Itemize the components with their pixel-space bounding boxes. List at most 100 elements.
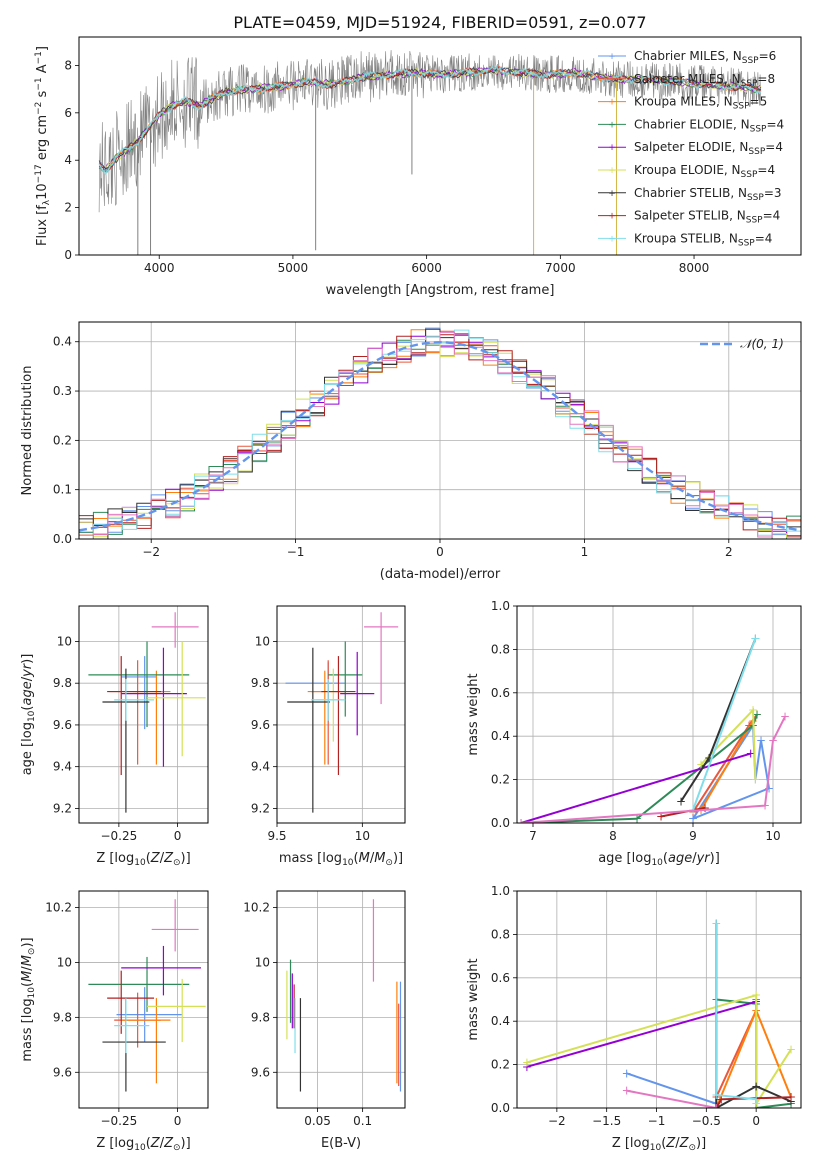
mass-vs-ebv-xlabel: E(B-V) bbox=[321, 1136, 361, 1151]
y-tick-label: 9.6 bbox=[251, 1065, 270, 1079]
mass-weight-marker: + bbox=[751, 988, 761, 1002]
legend-entry: Salpeter MILES, NSSP=8 bbox=[634, 72, 775, 89]
y-tick-label: 9.6 bbox=[53, 718, 72, 732]
mass-weight-marker: + bbox=[711, 1101, 721, 1115]
mass-weight-line bbox=[692, 638, 757, 811]
mass-weight-marker: + bbox=[751, 1079, 761, 1093]
data-point bbox=[147, 978, 206, 1043]
massweight-vs-Z-frame bbox=[516, 890, 802, 1109]
spectrum-frame bbox=[78, 36, 802, 256]
mass-vs-ebv-points bbox=[286, 899, 402, 1092]
data-point bbox=[364, 612, 399, 705]
mass-weight-marker: + bbox=[768, 734, 778, 748]
data-point bbox=[151, 612, 199, 648]
mass-weight-marker: + bbox=[696, 757, 706, 771]
y-tick-label: 10 bbox=[255, 634, 270, 648]
legend-marker: + bbox=[608, 166, 616, 176]
legend-entry: Salpeter STELIB, NSSP=4 bbox=[634, 209, 780, 226]
y-tick-label: 0 bbox=[64, 248, 72, 262]
x-tick-label: 1 bbox=[581, 545, 589, 559]
x-tick-label: 0 bbox=[174, 1114, 182, 1128]
mass-weight-marker: + bbox=[516, 816, 526, 830]
y-tick-label: 0.8 bbox=[491, 642, 510, 656]
mass-weight-line bbox=[520, 714, 758, 823]
mass-vs-Z-axes: −0.25 0 9.6 9.8 10 10.2 bbox=[45, 891, 208, 1128]
mass-weight-marker: + bbox=[700, 801, 710, 815]
massweight-vs-age-xlabel: age [log10(age/yr)] bbox=[598, 851, 720, 868]
mass-weight-marker: + bbox=[688, 812, 698, 826]
mass-vs-Z-frame bbox=[78, 890, 209, 1109]
x-tick-label: 7 bbox=[529, 829, 537, 843]
x-tick-label: −0.25 bbox=[100, 1114, 137, 1128]
mass-weight-marker: + bbox=[656, 809, 666, 823]
y-tick-label: 9.8 bbox=[53, 1010, 72, 1024]
y-tick-label: 0.4 bbox=[491, 1014, 510, 1028]
residuals-ylabel: Normed distribution bbox=[20, 366, 35, 496]
mass-vs-ebv-frame bbox=[276, 890, 406, 1109]
histogram-series bbox=[79, 331, 801, 539]
legend-entry: Kroupa STELIB, NSSP=4 bbox=[634, 231, 772, 248]
massweight-vs-age-frame bbox=[516, 605, 802, 824]
mass-vs-Z-ylabel: mass [log10(M/M⊙)] bbox=[20, 937, 37, 1061]
x-tick-label: 0.05 bbox=[304, 1114, 331, 1128]
spectrum-model-line bbox=[99, 65, 762, 172]
legend-entry: Kroupa MILES, NSSP=5 bbox=[634, 95, 767, 112]
y-tick-label: 0.0 bbox=[491, 1101, 510, 1115]
mass-weight-marker: + bbox=[716, 1092, 726, 1106]
legend-marker: + bbox=[608, 120, 616, 130]
mass-vs-ebv-axes: 0.05 0.1 9.6 9.8 10 10.2 bbox=[243, 891, 405, 1128]
x-tick-label: 4000 bbox=[144, 261, 175, 275]
spectrum-model-line bbox=[98, 66, 762, 168]
y-tick-label: 0.0 bbox=[53, 532, 72, 546]
age-vs-Z-xlabel: Z [log10(Z/Z⊙)] bbox=[96, 851, 190, 868]
data-point bbox=[114, 679, 155, 721]
mass-weight-marker: + bbox=[751, 1097, 761, 1111]
x-tick-label: 0 bbox=[174, 829, 182, 843]
x-tick-label: 5000 bbox=[278, 261, 309, 275]
data-point bbox=[287, 647, 330, 813]
data-point bbox=[116, 987, 183, 1043]
legend-entry: 𝒩(0, 1) bbox=[740, 337, 784, 351]
mass-weight-marker: + bbox=[688, 805, 698, 819]
y-tick-label: 10 bbox=[57, 955, 72, 969]
mass-weight-line bbox=[700, 720, 754, 811]
mass-vs-Z-xlabel: Z [log10(Z/Z⊙)] bbox=[96, 1136, 190, 1153]
massweight-vs-Z-ylabel: mass weight bbox=[466, 958, 481, 1040]
mass-weight-marker: + bbox=[751, 1092, 761, 1106]
data-point bbox=[121, 998, 171, 1084]
y-tick-label: 6 bbox=[64, 106, 72, 120]
legend-marker: + bbox=[608, 212, 616, 222]
data-point bbox=[121, 656, 157, 730]
mass-weight-marker: + bbox=[632, 812, 642, 826]
y-tick-label: 9.8 bbox=[251, 1010, 270, 1024]
age-vs-Z-ylabel: age [log10(age/yr)] bbox=[20, 654, 37, 776]
normal-curve bbox=[79, 340, 801, 532]
x-tick-label: 8000 bbox=[679, 261, 710, 275]
x-tick-label: 0.1 bbox=[353, 1114, 372, 1128]
x-tick-label: −1.5 bbox=[592, 1114, 621, 1128]
age-vs-mass-frame bbox=[276, 605, 406, 824]
data-point bbox=[311, 679, 346, 721]
y-tick-label: 9.8 bbox=[53, 676, 72, 690]
x-tick-label: −1 bbox=[648, 1114, 666, 1128]
legend-entry: Kroupa ELODIE, NSSP=4 bbox=[634, 163, 775, 180]
age-vs-Z-axes: −0.25 0 9.2 9.4 9.6 9.8 10 bbox=[53, 606, 208, 843]
mass-weight-marker: + bbox=[750, 773, 760, 787]
age-vs-mass-xlabel: mass [log10(M/M⊙)] bbox=[279, 851, 403, 868]
y-tick-label: 10 bbox=[255, 955, 270, 969]
x-tick-label: 6000 bbox=[411, 261, 442, 275]
legend-entry: Chabrier STELIB, NSSP=3 bbox=[634, 186, 782, 203]
y-tick-label: 0.2 bbox=[491, 773, 510, 787]
mass-weight-line bbox=[520, 752, 751, 823]
y-tick-label: 10.2 bbox=[45, 900, 72, 914]
y-tick-label: 10.2 bbox=[243, 900, 270, 914]
residuals-xlabel: (data-model)/error bbox=[380, 567, 501, 582]
data-point bbox=[340, 651, 375, 736]
y-tick-label: 9.2 bbox=[251, 801, 270, 815]
x-tick-label: 8 bbox=[609, 829, 617, 843]
massweight-vs-age-ylabel: mass weight bbox=[466, 673, 481, 755]
x-tick-label: 2 bbox=[725, 545, 733, 559]
mass-weight-marker: + bbox=[780, 710, 790, 724]
data-point bbox=[121, 647, 187, 767]
